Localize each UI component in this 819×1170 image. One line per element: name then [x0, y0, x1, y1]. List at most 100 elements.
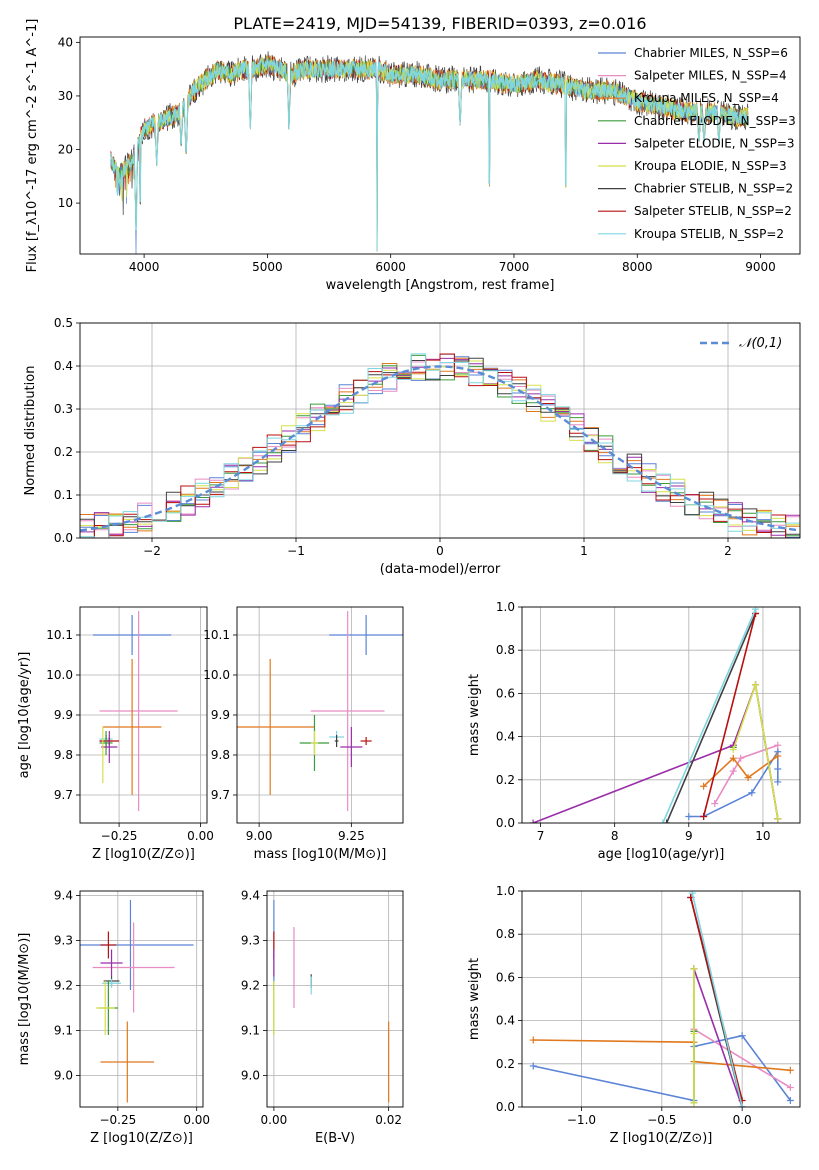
- weight_vs_Z-axes: −1.0 −0.5 0.0 0.0 0.2 0.4 0.6 0.8 1.0 Z [log10(Z/…: [467, 884, 801, 1146]
- weight_vs_Z-ylabel: mass weight: [467, 958, 482, 1040]
- age_vs_Z-plot-area: [93, 611, 178, 811]
- weight_vs_age-marker: [774, 752, 782, 760]
- weight_vs_age-ytick-label: 0.4: [496, 730, 515, 744]
- weight_vs_Z-marker: [529, 1062, 537, 1070]
- weight_vs_age-marker: [711, 800, 719, 808]
- weight_vs_age-axes: 7 8 9 10 0.0 0.2 0.4 0.6 0.8 1.0 age [log10(age/yr…: [467, 600, 801, 862]
- age_vs_Z-xlabel: Z [log10(Z/Z⊙)]: [92, 847, 195, 862]
- weight_vs_age-series-line: [702, 613, 757, 817]
- mass_vs_ebv-plot-area: [273, 900, 390, 1103]
- weight_vs_Z-marker: [738, 1032, 746, 1040]
- residual_hist-plot-area: [80, 353, 800, 538]
- age_vs_Z-axes: −0.25 0.00 9.7 9.8 9.9 10.0 10.1 Z [log10(Z/Z⊙)…: [17, 606, 214, 862]
- weight_vs_age-marker: [774, 741, 782, 749]
- age_vs_mass-plot-area: [237, 611, 403, 811]
- weight_vs_Z-marker: [738, 1097, 746, 1105]
- mass_vs_ebv-ytick-label: 9.4: [241, 889, 260, 903]
- mass_vs_ebv-xlabel: E(B-V): [315, 1131, 355, 1146]
- weight_vs_age-xtick-label: 10: [755, 829, 770, 843]
- age_vs_mass-ytick-label: 10.0: [203, 668, 230, 682]
- weight_vs_age-marker: [729, 754, 737, 762]
- weight_vs_age-ytick-label: 0.6: [496, 686, 515, 700]
- weight_vs_age-marker: [737, 754, 745, 762]
- weight_vs_Z-plot-area: [529, 891, 794, 1107]
- weight_vs_Z-marker: [690, 1030, 698, 1038]
- age_vs_mass-ytick-label: 10.1: [203, 628, 230, 642]
- residual_hist-ytick-label: 0.5: [54, 316, 73, 330]
- weight_vs_age-xtick-label: 9: [685, 829, 693, 843]
- mass_vs_Z-plot-area: [80, 900, 194, 1103]
- weight_vs_Z-marker: [688, 891, 696, 897]
- weight_vs_Z-marker: [786, 1066, 794, 1074]
- spectrum-xtick-label: 5000: [252, 260, 283, 274]
- mass_vs_Z-frame: [79, 890, 204, 1108]
- weight_vs_age-series-line: [662, 608, 757, 823]
- spectrum-ytick-label: 10: [58, 196, 73, 210]
- weight_vs_Z-marker: [786, 1084, 794, 1092]
- weight_vs_age-marker: [774, 778, 782, 786]
- age_vs_Z-ytick-label: 9.7: [54, 788, 73, 802]
- residual_hist-xtick-label: 0: [436, 544, 444, 558]
- weight_vs_Z-ytick-label: 0.6: [496, 970, 515, 984]
- weight_vs_age-marker: [659, 819, 667, 823]
- spectrum-legend-label: Salpeter MILES, N_SSP=4: [634, 69, 787, 83]
- spectrum-plot-area: [110, 51, 749, 254]
- residual_hist-ylabel: Normed distribution: [23, 366, 38, 496]
- weight_vs_age-marker: [752, 607, 760, 613]
- weight_vs_age-ytick-label: 1.0: [496, 600, 515, 614]
- weight_vs_age-marker: [748, 789, 756, 797]
- weight_vs_age-marker: [729, 746, 737, 754]
- weight_vs_Z-marker: [738, 1103, 746, 1107]
- mass_vs_Z-ytick-label: 9.4: [54, 889, 73, 903]
- weight_vs_age-marker: [529, 819, 537, 823]
- mass_vs_ebv-ytick-label: 9.2: [241, 979, 260, 993]
- age_vs_Z-xtick-label: −0.25: [101, 829, 138, 843]
- spectrum-legend: Chabrier MILES, N_SSP=6 Salpeter MILES, N…: [598, 46, 796, 241]
- gaussian-legend-label: 𝒩(0,1): [739, 336, 782, 351]
- mass_vs_Z-xlabel: Z [log10(Z/Z⊙)]: [90, 1131, 193, 1146]
- weight_vs_Z-xlabel: Z [log10(Z/Z⊙)]: [610, 1131, 713, 1146]
- mass_vs_Z-ytick-label: 9.0: [54, 1069, 73, 1083]
- mass_vs_Z-ylabel: mass [log10(M/M⊙)]: [17, 933, 32, 1066]
- spectrum-xtick-label: 8000: [622, 260, 653, 274]
- mass_vs_ebv-xtick-label: 0.00: [261, 1113, 288, 1127]
- weight_vs_Z-xtick-label: −1.0: [567, 1113, 596, 1127]
- residual_hist-xlabel: (data-model)/error: [380, 562, 501, 577]
- residual_hist-xtick-label: −1: [287, 544, 305, 558]
- weight_vs_age-xtick-label: 8: [611, 829, 619, 843]
- spectrum-frame: [79, 36, 801, 255]
- weight_vs_age-xlabel: age [log10(age/yr)]: [598, 847, 725, 862]
- weight_vs_age-marker: [685, 813, 693, 821]
- residual_hist-frame: [79, 322, 801, 539]
- spectrum-legend-label: Chabrier MILES, N_SSP=6: [634, 46, 788, 60]
- age_vs_Z-ylabel: age [log10(age/yr)]: [17, 652, 32, 779]
- weight_vs_age-ytick-label: 0.0: [496, 816, 515, 830]
- spectrum-axes: 4000 5000 6000 7000 8000 9000 10 20 30 40 waveleng…: [25, 19, 801, 293]
- mass_vs_Z-xtick-label: 0.00: [183, 1113, 210, 1127]
- weight_vs_Z-ytick-label: 0.4: [496, 1014, 515, 1028]
- residual_hist-xtick-label: 2: [724, 544, 732, 558]
- weight_vs_Z-ytick-label: 1.0: [496, 884, 515, 898]
- age_vs_Z-xtick-label: 0.00: [187, 829, 214, 843]
- spectrum-xtick-label: 6000: [375, 260, 406, 274]
- residual_hist-ytick-label: 0.0: [54, 531, 73, 545]
- residual_hist-ytick-label: 0.1: [54, 488, 73, 502]
- age_vs_Z-ytick-label: 10.0: [46, 668, 73, 682]
- spectrum-ytick-label: 30: [58, 89, 73, 103]
- mass_vs_Z-xtick-label: −0.25: [99, 1113, 136, 1127]
- age_vs_mass-xlabel: mass [log10(M/M⊙)]: [254, 847, 387, 862]
- mass_vs_ebv-ytick-label: 9.1: [241, 1024, 260, 1038]
- weight_vs_age-xtick-label: 7: [537, 829, 545, 843]
- age_vs_Z-ytick-label: 9.9: [54, 708, 73, 722]
- weight_vs_Z-series-line: [693, 1028, 791, 1089]
- spectrum-ylabel: Flux [f_λ10^-17 erg cm^-2 s^-1 A^-1]: [25, 19, 40, 273]
- mass_vs_ebv-ytick-label: 9.3: [241, 934, 260, 948]
- age_vs_Z-ytick-label: 10.1: [46, 628, 73, 642]
- residual_hist-xtick-label: 1: [580, 544, 588, 558]
- weight_vs_age-marker: [700, 782, 708, 790]
- residual_hist-ytick-label: 0.4: [54, 359, 73, 373]
- spectrum-legend-label: Salpeter STELIB, N_SSP=2: [634, 204, 792, 218]
- weight_vs_age-marker: [752, 681, 760, 689]
- weight_vs_age-marker: [663, 819, 671, 823]
- mass_vs_ebv-xtick-label: 0.02: [375, 1113, 402, 1127]
